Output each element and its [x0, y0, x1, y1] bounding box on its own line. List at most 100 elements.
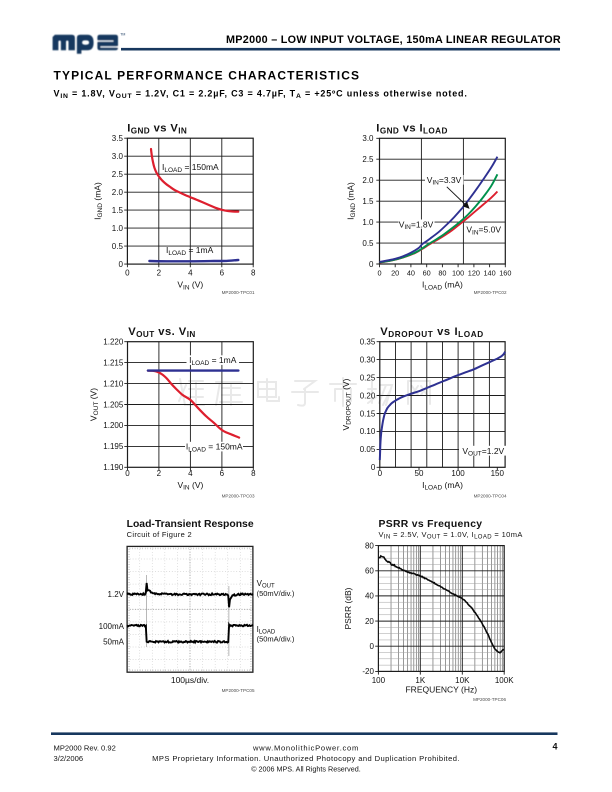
svg-text:100: 100 — [372, 676, 386, 685]
svg-text:40: 40 — [365, 592, 374, 601]
svg-text:© 2006 MPS. All Rights Reserve: © 2006 MPS. All Rights Reserved. — [251, 765, 361, 774]
svg-text:2.5: 2.5 — [112, 170, 124, 179]
svg-text:0: 0 — [125, 269, 130, 278]
svg-text:MP2000-TPC01: MP2000-TPC01 — [222, 290, 255, 295]
svg-text:FREQUENCY (Hz): FREQUENCY (Hz) — [405, 684, 477, 694]
svg-text:ILOAD = 150mA: ILOAD = 150mA — [186, 442, 243, 454]
svg-text:100mA: 100mA — [99, 622, 125, 631]
svg-text:VIN = 2.5V, VOUT = 1.0V, ILOAD: VIN = 2.5V, VOUT = 1.0V, ILOAD = 10mA — [379, 530, 523, 541]
svg-text:VOUT=1.2V: VOUT=1.2V — [462, 446, 504, 458]
svg-text:100: 100 — [452, 269, 464, 278]
svg-text:VIN=1.8V: VIN=1.8V — [399, 219, 434, 231]
svg-text:4: 4 — [188, 269, 193, 278]
svg-text:2.0: 2.0 — [112, 188, 124, 197]
svg-text:120: 120 — [468, 269, 480, 278]
svg-text:-20: -20 — [362, 667, 374, 676]
svg-text:60: 60 — [423, 269, 431, 278]
svg-text:50mA: 50mA — [103, 638, 125, 647]
svg-text:0.25: 0.25 — [360, 373, 376, 382]
svg-text:100: 100 — [451, 469, 465, 478]
svg-text:0.5: 0.5 — [362, 239, 374, 248]
svg-text:TM: TM — [120, 33, 125, 37]
svg-text:0: 0 — [369, 260, 374, 269]
svg-text:3.5: 3.5 — [112, 134, 124, 143]
svg-text:0.5: 0.5 — [112, 242, 124, 251]
svg-text:1.5: 1.5 — [112, 206, 124, 215]
svg-text:50: 50 — [415, 469, 424, 478]
svg-text:VIN=5.0V: VIN=5.0V — [466, 225, 501, 237]
svg-text:140: 140 — [484, 269, 496, 278]
svg-text:80: 80 — [365, 541, 374, 550]
svg-text:ILOAD (mA): ILOAD (mA) — [422, 280, 463, 292]
svg-text:150: 150 — [491, 469, 505, 478]
svg-text:6: 6 — [220, 269, 225, 278]
svg-text:www.MonolithicPower.com: www.MonolithicPower.com — [252, 744, 359, 753]
svg-text:MP2000 – LOW INPUT VOLTAGE, 15: MP2000 – LOW INPUT VOLTAGE, 150mA LINEAR… — [226, 34, 561, 46]
svg-text:(50mV/div.): (50mV/div.) — [257, 589, 295, 598]
svg-text:ILOAD (mA): ILOAD (mA) — [422, 480, 463, 492]
svg-text:1.0: 1.0 — [112, 224, 124, 233]
svg-text:0: 0 — [118, 260, 123, 269]
svg-text:1.5: 1.5 — [362, 197, 374, 206]
svg-text:MP2000-TPC03: MP2000-TPC03 — [222, 493, 255, 498]
svg-text:1.200: 1.200 — [103, 421, 124, 430]
svg-text:6: 6 — [220, 469, 225, 478]
svg-text:10K: 10K — [455, 676, 470, 685]
svg-text:IGND (mA): IGND (mA) — [346, 182, 358, 220]
svg-text:ILOAD = 150mA: ILOAD = 150mA — [162, 162, 219, 174]
svg-text:VDROPOUT vs ILOAD: VDROPOUT vs ILOAD — [380, 326, 484, 339]
svg-text:1.2V: 1.2V — [108, 590, 125, 599]
svg-text:1K: 1K — [415, 676, 425, 685]
svg-text:(50mA/div.): (50mA/div.) — [257, 635, 295, 644]
svg-text:0: 0 — [377, 269, 381, 278]
svg-text:100K: 100K — [495, 676, 514, 685]
svg-text:160: 160 — [499, 269, 511, 278]
svg-text:1.190: 1.190 — [103, 463, 124, 472]
svg-text:1.195: 1.195 — [103, 442, 124, 451]
svg-text:TYPICAL PERFORMANCE CHARACTERI: TYPICAL PERFORMANCE CHARACTERISTICS — [54, 69, 361, 83]
svg-text:VOUT: VOUT — [257, 579, 275, 590]
svg-text:VDROPOUT (V): VDROPOUT (V) — [341, 378, 353, 430]
svg-text:MPS Proprietary Information. U: MPS Proprietary Information. Unauthorize… — [152, 754, 460, 763]
svg-text:2.5: 2.5 — [362, 155, 374, 164]
svg-text:2.0: 2.0 — [362, 176, 374, 185]
svg-text:VIN​ = 1.8V, VOUT​ = 1.2V, C1: VIN​ = 1.8V, VOUT​ = 1.2V, C1 = 2.2µF, C… — [54, 88, 468, 100]
svg-text:0.20: 0.20 — [360, 391, 376, 400]
svg-text:0.15: 0.15 — [360, 409, 376, 418]
svg-text:0: 0 — [125, 469, 130, 478]
svg-text:PSRR (dB): PSRR (dB) — [343, 587, 353, 629]
svg-text:MP2000-TPC05: MP2000-TPC05 — [222, 688, 255, 693]
svg-text:VIN=3.3V: VIN=3.3V — [427, 175, 462, 187]
svg-text:VOUT vs. VIN: VOUT vs. VIN — [128, 326, 196, 339]
svg-text:80: 80 — [438, 269, 446, 278]
svg-text:100µs/div.: 100µs/div. — [171, 675, 209, 685]
svg-text:VIN (V): VIN (V) — [177, 480, 203, 492]
svg-text:MP2000-TPC04: MP2000-TPC04 — [474, 493, 507, 498]
svg-text:4: 4 — [552, 741, 557, 751]
svg-text:0: 0 — [378, 469, 383, 478]
svg-text:IGND vs ILOAD: IGND vs ILOAD — [376, 123, 448, 136]
svg-text:ILOAD = 1mA: ILOAD = 1mA — [189, 355, 237, 367]
svg-text:MP2000 Rev. 0.92: MP2000 Rev. 0.92 — [54, 744, 116, 753]
svg-text:2: 2 — [157, 469, 162, 478]
svg-text:PSRR vs Frequency: PSRR vs Frequency — [379, 519, 483, 530]
svg-text:VIN (V): VIN (V) — [177, 280, 203, 292]
svg-text:0.30: 0.30 — [360, 355, 376, 364]
svg-text:8: 8 — [251, 269, 256, 278]
svg-text:8: 8 — [251, 469, 256, 478]
svg-text:MP2000-TPC02: MP2000-TPC02 — [474, 290, 507, 295]
svg-text:1.210: 1.210 — [103, 379, 124, 388]
svg-text:2: 2 — [157, 269, 162, 278]
svg-text:ILOAD: ILOAD — [257, 625, 276, 636]
svg-text:IGND (mA): IGND (mA) — [93, 182, 105, 220]
svg-text:1.0: 1.0 — [362, 218, 374, 227]
svg-text:Load-Transient Response: Load-Transient Response — [127, 519, 254, 530]
svg-text:ILOAD = 1mA: ILOAD = 1mA — [166, 245, 214, 257]
svg-text:VOUT (V): VOUT (V) — [89, 388, 101, 421]
svg-text:Circuit of Figure 2: Circuit of Figure 2 — [127, 530, 192, 539]
svg-text:1.205: 1.205 — [103, 400, 124, 409]
svg-text:20: 20 — [365, 617, 374, 626]
svg-text:60: 60 — [365, 567, 374, 576]
svg-text:4: 4 — [188, 469, 193, 478]
svg-text:3.0: 3.0 — [362, 134, 374, 143]
